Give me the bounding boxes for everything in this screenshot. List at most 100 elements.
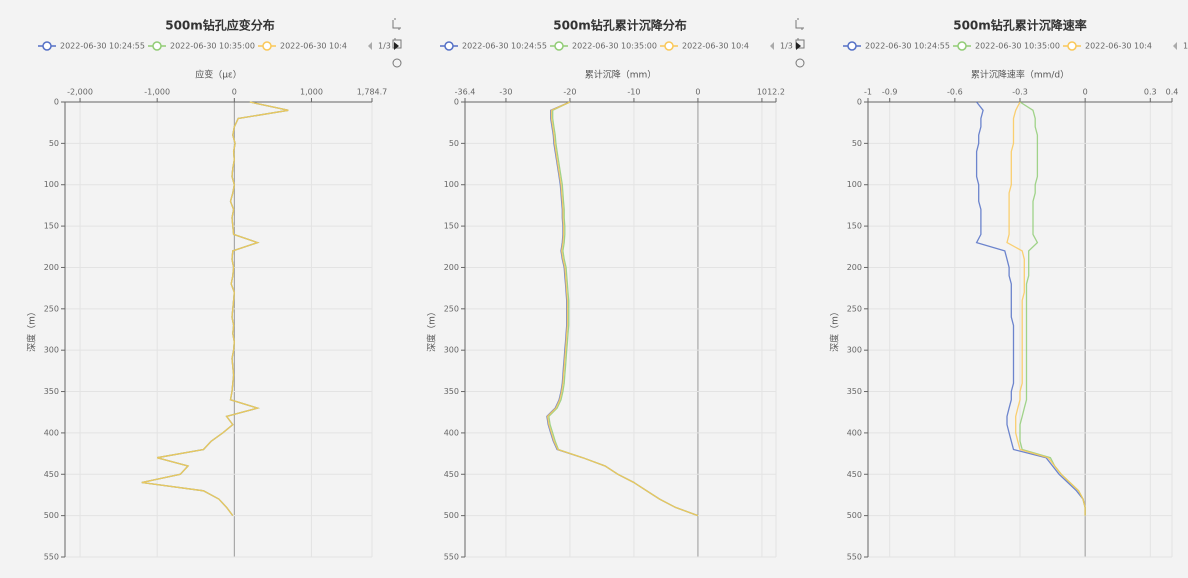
series-line xyxy=(1006,101,1086,516)
legend-next[interactable] xyxy=(394,42,399,50)
legend-icon xyxy=(1067,41,1077,51)
y-tick-label: 450 xyxy=(444,470,459,479)
x-tick-label: -1 xyxy=(864,88,872,97)
x-tick-label: -2,000 xyxy=(67,88,93,97)
y-tick-label: 500 xyxy=(44,511,59,520)
chart-title: 500m钻孔应变分布 xyxy=(165,18,275,33)
y-tick-label: 300 xyxy=(444,346,459,355)
y-tick-label: 550 xyxy=(444,553,459,562)
legend-label[interactable]: 2022-06-30 10:24:55 xyxy=(60,42,145,51)
x-axis-title: 累计沉降速率（mm/d） xyxy=(971,69,1069,81)
legend-icon xyxy=(957,41,967,51)
y-tick-label: 300 xyxy=(847,346,862,355)
x-tick-label: -30 xyxy=(499,88,512,97)
x-axis-title: 累计沉降（mm） xyxy=(585,69,657,81)
y-tick-label: 200 xyxy=(847,263,862,272)
zoom-icon[interactable] xyxy=(392,18,401,30)
x-tick-label: 12.2 xyxy=(767,88,785,97)
y-tick-label: 500 xyxy=(444,511,459,520)
chart-title: 500m钻孔累计沉降分布 xyxy=(553,18,687,33)
x-axis-title: 应变（με） xyxy=(195,69,242,81)
legend-label[interactable]: 2022-06-30 10:35:00 xyxy=(572,42,657,51)
y-tick-label: 150 xyxy=(444,222,459,231)
zoom-reset-icon[interactable] xyxy=(392,38,402,49)
x-tick-label: 10 xyxy=(757,88,767,97)
y-tick-label: 400 xyxy=(847,428,862,437)
series-line xyxy=(548,101,699,517)
legend-icon xyxy=(444,41,454,51)
series-line xyxy=(141,101,289,516)
y-tick-label: 250 xyxy=(444,304,459,313)
zoom-icon[interactable] xyxy=(795,18,804,30)
y-tick-label: 300 xyxy=(44,346,59,355)
legend-next[interactable] xyxy=(796,42,801,50)
restore-icon[interactable] xyxy=(795,58,805,68)
legend-page: 1/3 xyxy=(378,42,391,51)
y-tick-label: 400 xyxy=(44,428,59,437)
y-tick-label: 0 xyxy=(54,98,59,107)
y-tick-label: 0 xyxy=(857,98,862,107)
legend-label[interactable]: 2022-06-30 10:4 xyxy=(280,42,347,51)
y-tick-label: 450 xyxy=(44,470,59,479)
x-tick-label: 0.4 xyxy=(1166,88,1179,97)
y-tick-label: 250 xyxy=(44,304,59,313)
y-axis-title: 深度（m） xyxy=(829,307,841,352)
legend-label[interactable]: 2022-06-30 10:35:00 xyxy=(170,42,255,51)
x-tick-label: 1,784.7 xyxy=(357,88,388,97)
x-tick-label: -0.6 xyxy=(947,88,963,97)
legend-label[interactable]: 2022-06-30 10:35:00 xyxy=(975,42,1060,51)
x-tick-label: 0 xyxy=(695,88,700,97)
y-tick-label: 200 xyxy=(444,263,459,272)
restore-icon[interactable] xyxy=(392,58,402,68)
y-tick-label: 0 xyxy=(454,98,459,107)
x-tick-label: 0 xyxy=(232,88,237,97)
y-tick-label: 400 xyxy=(444,428,459,437)
x-tick-label: 0.3 xyxy=(1144,88,1157,97)
legend-label[interactable]: 2022-06-30 10:4 xyxy=(1085,42,1152,51)
legend-prev[interactable] xyxy=(1173,42,1177,50)
y-tick-label: 500 xyxy=(847,511,862,520)
y-tick-label: 50 xyxy=(49,139,59,148)
series-line xyxy=(975,101,1086,516)
x-tick-label: -0.3 xyxy=(1012,88,1028,97)
y-tick-label: 350 xyxy=(847,387,862,396)
y-axis-title: 深度（m） xyxy=(426,307,438,352)
legend-label[interactable]: 2022-06-30 10:24:55 xyxy=(865,42,950,51)
y-tick-label: 200 xyxy=(44,263,59,272)
y-tick-label: 150 xyxy=(44,222,59,231)
y-tick-label: 450 xyxy=(847,470,862,479)
y-tick-label: 100 xyxy=(444,180,459,189)
x-tick-label: 1,000 xyxy=(300,88,323,97)
x-tick-label: 0 xyxy=(1083,88,1088,97)
y-axis-title: 深度（m） xyxy=(26,307,38,352)
y-tick-label: 550 xyxy=(44,553,59,562)
legend-page: 1/3 xyxy=(1183,42,1188,51)
chart-title: 500m钻孔累计沉降速率 xyxy=(953,18,1087,33)
series-line xyxy=(546,101,699,517)
legend-icon xyxy=(42,41,52,51)
legend-label[interactable]: 2022-06-30 10:4 xyxy=(682,42,749,51)
legend-label[interactable]: 2022-06-30 10:24:55 xyxy=(462,42,547,51)
x-tick-label: -0.9 xyxy=(882,88,898,97)
y-tick-label: 150 xyxy=(847,222,862,231)
y-tick-label: 250 xyxy=(847,304,862,313)
legend-icon xyxy=(554,41,564,51)
x-tick-label: -1,000 xyxy=(144,88,170,97)
legend-icon xyxy=(664,41,674,51)
y-tick-label: 50 xyxy=(449,139,459,148)
y-tick-label: 550 xyxy=(847,553,862,562)
x-tick-label: -10 xyxy=(627,88,640,97)
legend-prev[interactable] xyxy=(368,42,372,50)
y-tick-label: 100 xyxy=(847,180,862,189)
legend-prev[interactable] xyxy=(770,42,774,50)
y-tick-label: 100 xyxy=(44,180,59,189)
y-tick-label: 350 xyxy=(444,387,459,396)
y-tick-label: 350 xyxy=(44,387,59,396)
x-tick-label: -36.4 xyxy=(455,88,476,97)
y-tick-label: 50 xyxy=(852,139,862,148)
series-line xyxy=(1019,101,1086,516)
legend-icon xyxy=(847,41,857,51)
legend-icon xyxy=(262,41,272,51)
